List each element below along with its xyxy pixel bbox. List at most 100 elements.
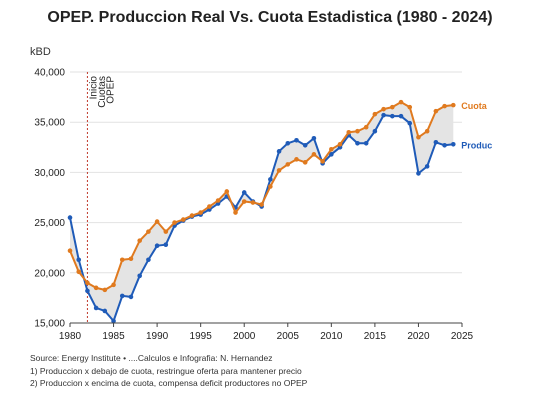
data-point — [407, 104, 413, 110]
note-2: 2) Produccion x encima de cuota, compens… — [30, 378, 308, 388]
quota-start-label-line: Inicio — [88, 76, 99, 100]
chart-title: OPEP. Produccion Real Vs. Cuota Estadist… — [47, 9, 493, 26]
y-tick-label: 25,000 — [34, 218, 65, 229]
data-point — [442, 103, 447, 109]
source-text: Source: Energy Institute • ....Calculos … — [30, 353, 273, 363]
data-point — [398, 99, 404, 105]
x-tick-label: 1980 — [59, 331, 82, 342]
x-tick-label: 2000 — [233, 331, 256, 342]
data-point — [424, 164, 430, 169]
note-1: 1) Produccion x debajo de cuota, restrin… — [30, 365, 302, 376]
data-point — [172, 220, 177, 225]
data-point — [337, 141, 343, 147]
data-point — [329, 147, 334, 152]
x-tick-label: 2025 — [451, 331, 474, 342]
data-point — [363, 140, 369, 146]
difference-band — [70, 102, 454, 321]
y-tick-label: 30,000 — [34, 168, 65, 179]
data-point — [85, 280, 90, 286]
y-tick-label: 35,000 — [34, 118, 65, 129]
quota-start-label-line: Cuotas — [97, 76, 108, 108]
data-point — [137, 273, 142, 279]
series-end-label: Produc — [461, 140, 492, 150]
data-point — [241, 190, 247, 195]
data-point — [102, 308, 108, 314]
data-point — [329, 152, 334, 157]
data-point — [250, 200, 256, 205]
data-point — [320, 159, 325, 164]
data-point — [294, 157, 299, 162]
data-point — [363, 124, 369, 130]
data-point — [241, 199, 247, 204]
data-point — [207, 204, 212, 209]
data-point — [381, 106, 386, 112]
data-point — [111, 282, 116, 288]
data-point — [189, 213, 195, 218]
data-point — [355, 140, 360, 146]
series-end-label: Cuota — [461, 101, 487, 111]
data-point — [302, 160, 308, 165]
data-point — [67, 215, 73, 220]
data-point — [146, 229, 151, 234]
data-point — [111, 318, 116, 324]
data-point — [416, 134, 421, 140]
data-point — [372, 128, 378, 134]
data-point — [128, 256, 134, 262]
data-point — [302, 142, 308, 148]
y-axis-unit: kBD — [30, 46, 51, 58]
footnotes: Source: Energy Institute • ....Calculos … — [30, 352, 307, 390]
data-point — [450, 141, 456, 147]
series-group: Produc Cuota — [67, 99, 492, 324]
data-point — [416, 171, 421, 176]
y-tick-label: 20,000 — [34, 268, 65, 279]
data-point — [424, 128, 430, 134]
data-point — [163, 242, 169, 247]
data-point — [346, 129, 352, 135]
y-tick-label: 15,000 — [34, 319, 65, 330]
data-point — [76, 257, 82, 263]
data-point — [93, 285, 99, 291]
data-point — [119, 293, 125, 299]
quota-start-label: InicioCuotasOPEP — [88, 76, 116, 108]
data-point — [67, 248, 73, 254]
x-tick-label: 2020 — [407, 331, 430, 342]
data-point — [224, 189, 230, 194]
data-point — [285, 162, 291, 167]
data-point — [180, 217, 186, 222]
data-point — [268, 177, 273, 182]
data-point — [154, 219, 160, 224]
data-point — [154, 243, 160, 248]
data-point — [259, 202, 264, 207]
data-point — [433, 108, 439, 114]
data-point — [268, 184, 273, 189]
data-point — [198, 210, 203, 215]
data-point — [355, 128, 360, 134]
data-point — [102, 287, 108, 293]
data-point — [450, 102, 456, 108]
data-point — [128, 294, 134, 300]
data-point — [311, 152, 317, 157]
data-point — [294, 137, 299, 143]
data-point — [146, 257, 151, 263]
axes: 15,000 20,000 25,000 30,000 35,000 40,000 1980… — [34, 68, 473, 343]
x-tick-label: 1990 — [146, 331, 169, 342]
data-point — [93, 305, 99, 311]
x-tick-label: 1995 — [190, 331, 213, 342]
y-tick-label: 40,000 — [34, 68, 65, 79]
x-tick-label: 1985 — [102, 331, 125, 342]
data-point — [119, 257, 125, 263]
data-point — [85, 288, 90, 294]
data-point — [372, 111, 378, 117]
data-point — [311, 135, 317, 141]
data-point — [76, 269, 82, 275]
data-point — [276, 168, 282, 173]
data-point — [276, 149, 282, 154]
data-point — [137, 238, 142, 243]
data-point — [433, 139, 439, 145]
data-point — [398, 113, 404, 119]
data-point — [390, 113, 395, 119]
data-point — [407, 120, 413, 126]
x-tick-label: 2010 — [320, 331, 343, 342]
x-tick-label: 2015 — [364, 331, 387, 342]
